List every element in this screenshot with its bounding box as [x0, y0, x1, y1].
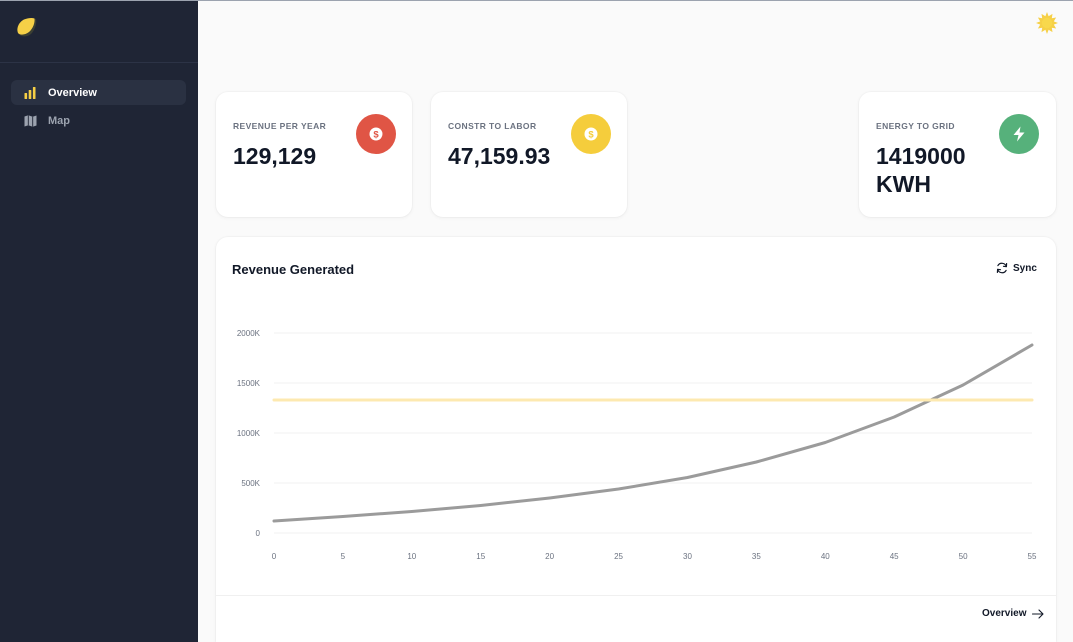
overview-link-label: Overview [982, 608, 1027, 619]
lightning-icon [999, 114, 1039, 154]
stat-value-unit: KWH [876, 171, 931, 197]
bar-chart-icon [23, 86, 37, 100]
y-tick-label: 1500K [237, 379, 261, 388]
chart-footer-divider [216, 595, 1056, 596]
y-tick-label: 2000K [237, 329, 261, 338]
revenue-chart-card: Revenue Generated Sync 0 500K 1000K 1500K 20… [216, 237, 1056, 642]
x-tick-label: 50 [959, 552, 968, 561]
x-tick-label: 0 [272, 552, 277, 561]
top-border [0, 0, 1073, 1]
x-tick-label: 5 [341, 552, 346, 561]
sidebar-item-label: Map [48, 114, 70, 127]
stat-value: 1419000 KWH [876, 142, 966, 198]
stat-value-number: 1419000 [876, 143, 966, 169]
x-tick-label: 20 [545, 552, 554, 561]
svg-text:$: $ [373, 129, 379, 140]
stat-card-labor: CONSTR TO LABOR 47,159.93 $ [431, 92, 627, 217]
sidebar-item-overview[interactable]: Overview [11, 80, 186, 105]
x-tick-label: 30 [683, 552, 692, 561]
overview-link[interactable]: Overview [982, 608, 1045, 619]
stat-label: CONSTR TO LABOR [448, 121, 537, 131]
y-tick-label: 0 [256, 529, 261, 538]
svg-text:$: $ [588, 129, 594, 140]
revenue-line-chart: 0 500K 1000K 1500K 2000K 0 5 10 15 20 25 30 35 40 45 50… [237, 329, 1037, 561]
series-line-revenue [272, 343, 1034, 523]
dollar-icon: $ [356, 114, 396, 154]
x-tick-label: 15 [476, 552, 485, 561]
stat-label: ENERGY TO GRID [876, 121, 955, 131]
x-tick-label: 55 [1028, 552, 1037, 561]
x-tick-label: 40 [821, 552, 830, 561]
refresh-icon [996, 262, 1008, 274]
x-tick-label: 25 [614, 552, 623, 561]
sidebar-item-map[interactable]: Map [11, 108, 186, 133]
sun-icon[interactable] [1036, 12, 1058, 34]
x-tick-label: 35 [752, 552, 761, 561]
arrow-right-icon [1032, 608, 1045, 619]
y-tick-label: 1000K [237, 429, 261, 438]
stat-value: 47,159.93 [448, 143, 551, 169]
stat-value: 129,129 [233, 143, 317, 169]
stat-card-revenue: REVENUE PER YEAR 129,129 $ [216, 92, 412, 217]
stat-label: REVENUE PER YEAR [233, 121, 327, 131]
sidebar-divider [0, 62, 198, 63]
map-icon [23, 114, 37, 128]
sync-button[interactable]: Sync [996, 262, 1037, 274]
dollar-icon: $ [571, 114, 611, 154]
sync-label: Sync [1013, 262, 1037, 274]
sidebar: Overview Map [0, 0, 198, 642]
sidebar-item-label: Overview [48, 86, 97, 99]
lemon-logo-icon[interactable] [14, 15, 40, 41]
y-tick-label: 500K [241, 479, 260, 488]
x-tick-label: 10 [407, 552, 416, 561]
x-tick-label: 45 [890, 552, 899, 561]
stat-card-energy: ENERGY TO GRID 1419000 KWH [859, 92, 1056, 217]
chart-title: Revenue Generated [232, 262, 355, 277]
